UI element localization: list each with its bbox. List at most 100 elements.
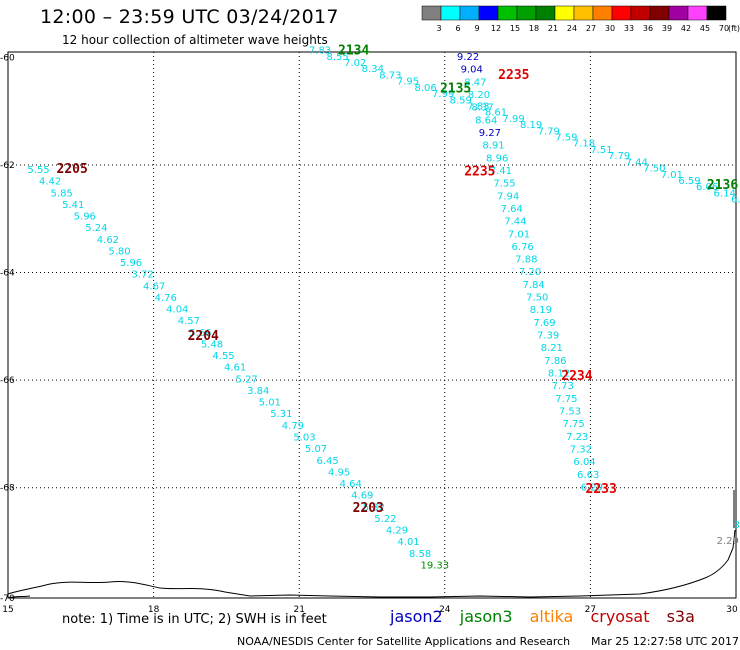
wave-value: 5.96 [74,212,96,223]
scale-swatch-15 [706,5,727,21]
wave-value: 4.64 [340,479,362,490]
wave-value: 9.22 [457,52,479,63]
wave-value: 7.02 [344,58,366,69]
pass-label-2135: 2135 [440,81,471,96]
scale-label-13: 42 [681,24,691,33]
lat-label-66: -66 [0,376,15,386]
wave-value: 7.84 [522,280,544,291]
wave-value: 4.29 [386,526,408,537]
wave-value: 8.19 [530,305,552,316]
pass-label-2134: 2134 [338,44,369,59]
wave-value: 19.33 [421,560,450,571]
wave-value: 4.42 [39,177,61,188]
pass-labels: 2205 2204 2203 2134 2135 2136 2235 2235 2234 2233 [57,44,739,516]
wave-value: 7.20 [519,267,541,278]
scale-swatch-8 [573,5,594,21]
altimeter-tracks: 5.554.425.855.415.965.244.625.805.963.72… [27,46,740,572]
wave-value: 5.22 [374,514,396,525]
wave-value: 7.73 [552,381,574,392]
coastline-edge [7,595,31,599]
scale-swatch-6 [535,5,556,21]
lon-label-21: 21 [293,605,304,615]
scale-label-16: (ft) [728,24,740,33]
lat-label-64: -64 [0,269,15,279]
scale-label-15: 70 [719,24,729,33]
scale-swatch-12 [649,5,670,21]
wave-value: 7.75 [555,394,577,405]
scale-label-0: 3 [436,24,441,33]
wave-value: 7.69 [533,318,555,329]
lon-label-30: 30 [726,605,738,615]
wave-value: 5.01 [259,398,281,409]
wave-value: 5.66 [189,328,211,339]
wave-value: 6.76 [512,242,534,253]
wave-value: 7.99 [432,89,454,100]
wave-value: 6.14 [714,188,736,199]
pass-label-2136: 2136 [707,178,738,193]
wave-value: 7.39 [537,331,559,342]
wave-value: 8.59 [450,95,472,106]
wave-value: 7.99 [502,114,524,125]
legend-cryosat: cryosat [590,607,650,626]
wave-value: 7.01 [661,170,683,181]
wave-value: 8.47 [464,77,486,88]
wave-value: 7.23 [566,432,588,443]
wave-value: 5.31 [270,409,292,420]
wave-value: 6.45 [316,456,338,467]
lon-label-18: 18 [148,605,160,615]
wave-value: 5.27 [236,374,258,385]
legend-jason3: jason3 [459,607,513,626]
wave-value: 5.32 [363,502,385,513]
scale-swatch-10 [611,5,632,21]
wave-value: 4.01 [397,537,419,548]
wave-value: 7.59 [555,133,577,144]
footnote: note: 1) Time is in UTC; 2) SWH is in fe… [62,612,327,627]
wave-value: 8.91 [482,141,504,152]
wave-value: 8.34 [362,64,384,75]
scale-label-11: 36 [643,24,653,33]
wave-value: 8.12 [548,368,570,379]
scale-swatch-13 [668,5,689,21]
scale-label-14: 45 [700,24,710,33]
wave-value: 5.03 [293,432,315,443]
legend-jason2: jason2 [390,607,443,626]
scale-swatch-1 [440,5,461,21]
wave-value: 7.50 [643,164,665,175]
scale-swatch-0 [421,5,442,21]
pass-label-2205: 2205 [57,162,88,177]
scale-label-6: 21 [548,24,558,33]
wave-value: 6.06 [696,182,718,193]
wave-value: 9.04 [461,65,483,76]
wave-value: 7.55 [493,179,515,190]
wave-value: 7.86 [544,356,566,367]
wave-value: 7.44 [504,217,526,228]
wave-value: 7.51 [590,145,612,156]
scale-label-1: 6 [455,24,460,33]
wave-value: 7.95 [397,77,419,88]
wave-value: 6.29 [581,482,603,493]
wave-value: 7.88 [515,255,537,266]
wave-value: 5.41 [62,200,84,211]
wave-value: 5.24 [85,223,107,234]
satellite-legend: jason2 jason3 altika cryosat s3a [390,607,707,626]
wave-value: 4.69 [351,491,373,502]
scale-swatch-5 [516,5,537,21]
wave-value: 4.57 [178,316,200,327]
map-title: 12:00 – 23:59 UTC 03/24/2017 [40,6,339,28]
generated-timestamp: Mar 25 12:27:58 UTC 2017 [591,635,739,648]
scale-label-3: 12 [491,24,501,33]
lat-label-62: -62 [0,161,15,171]
lat-lon-grid [8,52,736,598]
scale-label-12: 39 [662,24,672,33]
wave-value: 5.85 [51,188,73,199]
wave-value: 8.58 [409,549,431,560]
pass-label-2233: 2233 [586,482,617,497]
pass-label-2203: 2203 [353,501,384,516]
scale-label-8: 27 [586,24,596,33]
wave-value: 5.55 [27,165,49,176]
wave-value: 7.01 [508,229,530,240]
wave-value: 6.44 [731,195,740,206]
map-subtitle: 12 hour collection of altimeter wave hei… [62,33,328,47]
scale-swatch-14 [687,5,708,21]
wave-value: 5.80 [108,246,130,257]
